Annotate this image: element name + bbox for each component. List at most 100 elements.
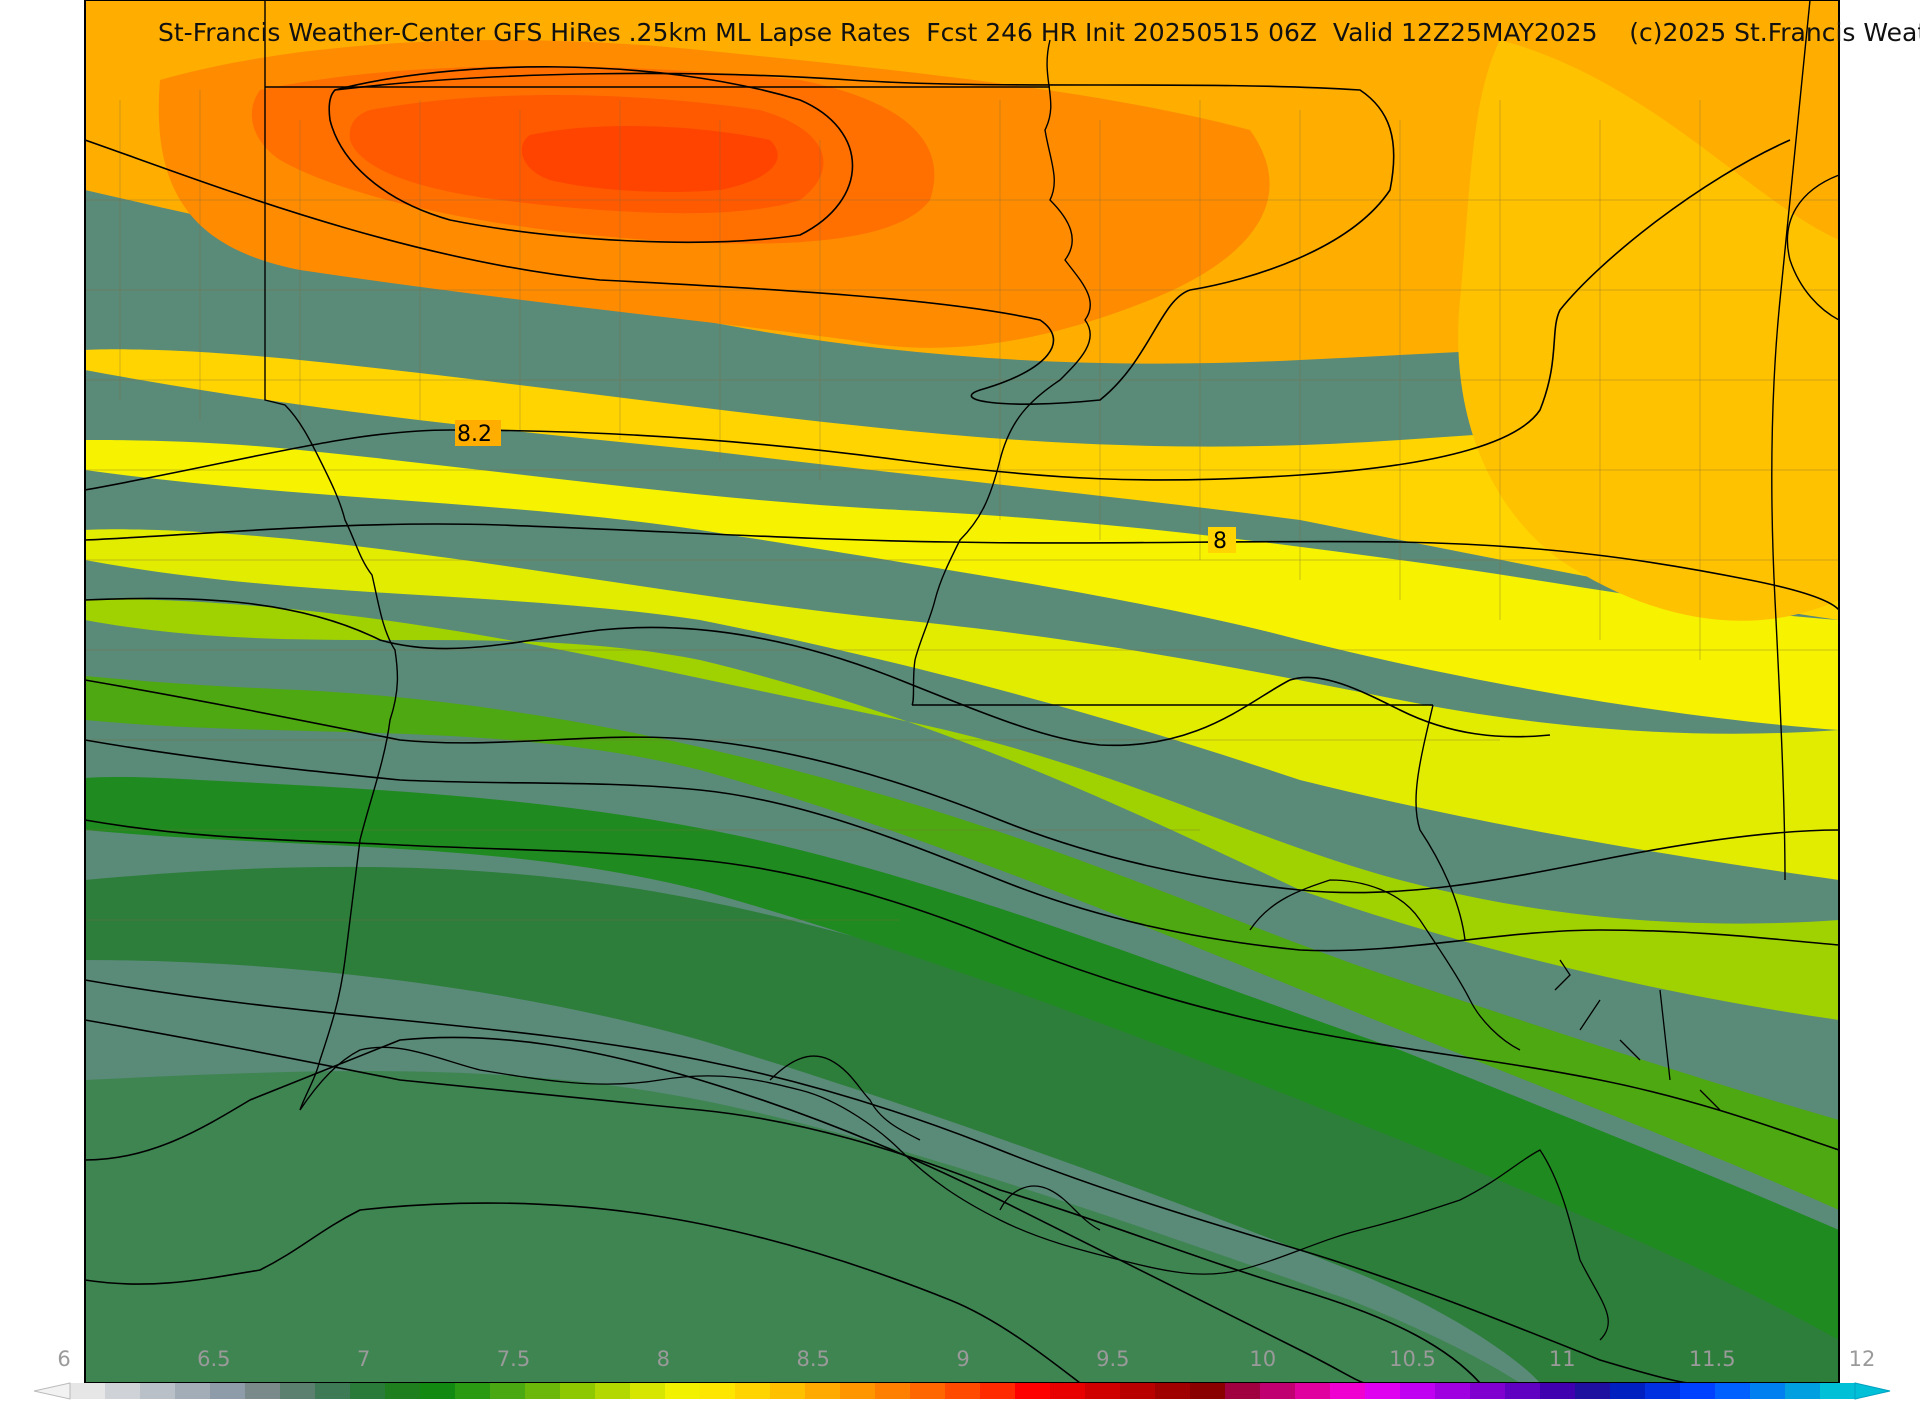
isopleth — [85, 679, 1839, 894]
shade-band — [85, 599, 1839, 1020]
shade-band — [85, 349, 1839, 620]
colorbar-cell — [210, 1383, 246, 1399]
colorbar-cell — [665, 1383, 701, 1399]
colorbar-cell — [420, 1383, 456, 1399]
colorbar-cell — [105, 1383, 141, 1399]
shade-band — [85, 529, 1839, 880]
colorbar-max-arrow — [1854, 1382, 1891, 1400]
shade-band — [85, 866, 1839, 1383]
colorbar-cell — [1400, 1383, 1436, 1399]
colorbar-cell — [525, 1383, 561, 1399]
colorbar-min-arrow — [33, 1382, 71, 1400]
shade-band — [85, 1071, 1520, 1383]
isopleth — [85, 979, 1691, 1383]
colorbar-cell — [350, 1383, 386, 1399]
colorbar-cell — [1680, 1383, 1716, 1399]
colorbar-cell — [1330, 1383, 1366, 1399]
colorbar-tick-label: 10.5 — [1389, 1347, 1436, 1371]
colorbar-cell — [840, 1383, 876, 1399]
colorbar-cell — [910, 1383, 946, 1399]
shaded-field — [85, 0, 1839, 1383]
coast-segment — [299, 1046, 1609, 1341]
colorbar-cell — [1260, 1383, 1296, 1399]
county-line — [85, 199, 1839, 921]
colorbar-cell — [280, 1383, 316, 1399]
colorbar-cell — [1785, 1383, 1821, 1399]
state-border — [1786, 174, 1839, 321]
colorbar-cell — [1365, 1383, 1401, 1399]
isopleth — [85, 72, 1395, 405]
colorbar-cell — [980, 1383, 1016, 1399]
colorbar-tick-label: 6.5 — [197, 1347, 230, 1371]
colorbar-cell — [1610, 1383, 1646, 1399]
isopleth — [85, 739, 1839, 952]
map-title: St-Francis Weather-Center GFS HiRes .25k… — [158, 18, 1920, 47]
state-border — [1415, 704, 1466, 941]
state-borders — [264, 0, 1839, 1111]
colorbar-cell — [945, 1383, 981, 1399]
colorbar-tick-label: 7.5 — [497, 1347, 530, 1371]
colorbar-tick-label: 11 — [1549, 1347, 1576, 1371]
county-line — [119, 90, 1701, 660]
state-border — [1771, 0, 1811, 881]
contour-label-8-2: 8.2 — [457, 422, 492, 447]
colorbar-cell — [560, 1383, 596, 1399]
colorbar-cell — [1120, 1383, 1156, 1399]
colorbar-cell — [175, 1383, 211, 1399]
colorbar-tick-label: 8.5 — [796, 1347, 829, 1371]
isopleth — [85, 597, 1551, 747]
colorbar-cell — [735, 1383, 771, 1399]
colorbar-cell — [1155, 1383, 1191, 1399]
colorbar-cell — [385, 1383, 421, 1399]
shade-band — [85, 676, 1839, 1210]
shade-band — [85, 776, 1839, 1340]
colorbar-tick-label: 6 — [57, 1347, 70, 1371]
colorbar-cell — [1645, 1383, 1681, 1399]
coast-segment — [769, 1055, 921, 1141]
colorbar-cell — [140, 1383, 176, 1399]
colorbar-cell — [1820, 1383, 1856, 1399]
isopleth — [85, 523, 1839, 611]
colorbar-cell — [1085, 1383, 1121, 1399]
isopleth — [85, 1202, 1081, 1383]
colorbar-tick-label: 12 — [1849, 1347, 1876, 1371]
isopleths — [85, 66, 1839, 1383]
colorbar-cell — [1295, 1383, 1331, 1399]
colorbar-cell — [1505, 1383, 1541, 1399]
colorbar-cell — [315, 1383, 351, 1399]
colorbar-cell — [1225, 1383, 1261, 1399]
isopleth — [85, 139, 1791, 491]
colorbar-cell — [1050, 1383, 1086, 1399]
colorbar-cell — [1715, 1383, 1751, 1399]
isopleth — [85, 819, 1839, 1151]
colorbar-cell — [1015, 1383, 1051, 1399]
colorbar-tick-label: 7 — [357, 1347, 370, 1371]
colorbar-tick-label: 11.5 — [1689, 1347, 1736, 1371]
colorbar-cell — [1750, 1383, 1786, 1399]
colorbar-tick-label: 9 — [956, 1347, 969, 1371]
contour-label-background — [455, 420, 501, 446]
colorbar-cell — [805, 1383, 841, 1399]
contour-label-8: 8 — [1213, 529, 1227, 554]
colorbar-cell — [490, 1383, 526, 1399]
county-lines — [85, 90, 1839, 921]
colorbar-cell — [1435, 1383, 1471, 1399]
colorbar-cell — [595, 1383, 631, 1399]
colorbar-cell — [1470, 1383, 1506, 1399]
colorbar-cell — [770, 1383, 806, 1399]
colorbar-cell — [1190, 1383, 1226, 1399]
colorbar-tick-label: 8 — [657, 1347, 670, 1371]
colorbar: 6 6.5 7 7.5 8 8.5 9 9.5 10 10.5 11 11.5 12 — [33, 1347, 1891, 1400]
isopleth — [328, 66, 854, 244]
colorbar-cell — [1540, 1383, 1576, 1399]
contour-labels: 8.2 8 — [455, 420, 1236, 554]
contour-label-background — [1208, 527, 1236, 553]
colorbar-cell — [455, 1383, 491, 1399]
colorbar-cell — [875, 1383, 911, 1399]
coast-segment — [999, 1185, 1101, 1231]
colorbar-ticks: 6 6.5 7 7.5 8 8.5 9 9.5 10 10.5 11 11.5 12 — [57, 1347, 1875, 1371]
shade-band — [85, 440, 1839, 730]
colorbar-tick-label: 10 — [1249, 1347, 1276, 1371]
